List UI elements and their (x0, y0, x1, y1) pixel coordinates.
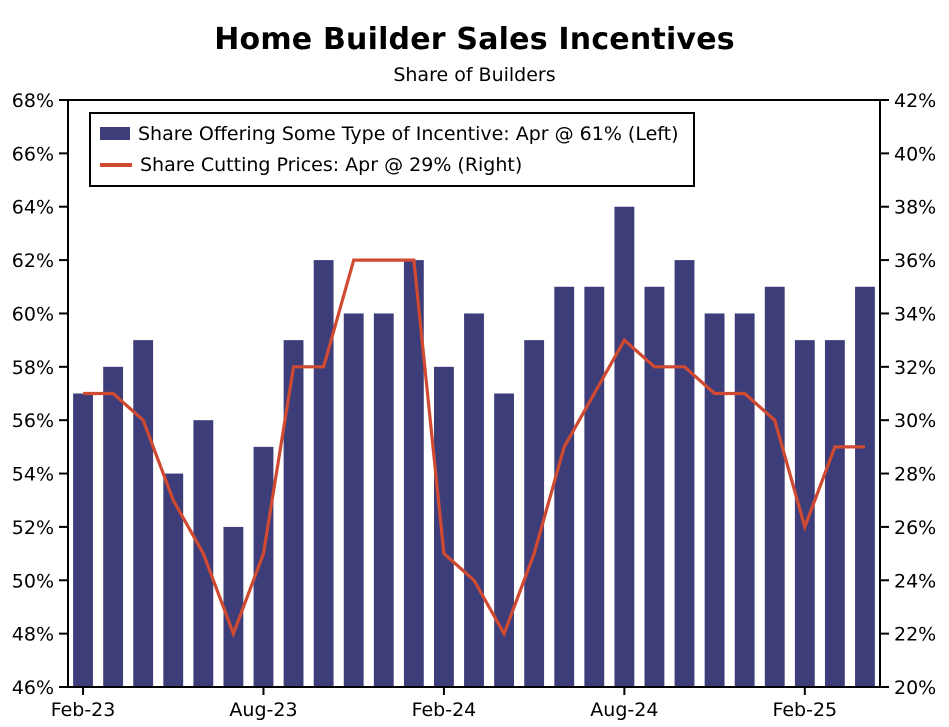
bar-Sep-24 (644, 286, 665, 687)
bar-Jun-24 (554, 286, 575, 687)
left-axis-label: 56% (12, 410, 54, 432)
x-axis-label: Feb-23 (51, 699, 116, 721)
bar-Mar-25 (824, 340, 845, 687)
legend-item-price-cuts: Share Cutting Prices: Apr @ 29% (Right) (100, 150, 679, 179)
bar-Jul-23 (223, 526, 244, 687)
right-axis-label: 42% (894, 90, 936, 112)
left-axis-label: 62% (12, 250, 54, 272)
right-axis-label: 28% (894, 464, 936, 486)
bar-Oct-24 (674, 260, 695, 687)
left-axis-label: 54% (12, 464, 54, 486)
right-axis-label: 40% (894, 143, 936, 165)
right-axis-label: 20% (894, 677, 936, 699)
legend-label-incentives: Share Offering Some Type of Incentive: A… (138, 122, 679, 145)
left-axis-label: 64% (12, 197, 54, 219)
left-axis-label: 52% (12, 517, 54, 539)
incentive-bar-swatch-icon (100, 127, 130, 140)
right-axis-label: 38% (894, 197, 936, 219)
legend-label-price-cuts: Share Cutting Prices: Apr @ 29% (Right) (140, 153, 523, 176)
left-axis-label: 58% (12, 357, 54, 379)
right-axis-label: 26% (894, 517, 936, 539)
bar-Aug-23 (253, 446, 274, 687)
right-axis-label: 22% (894, 624, 936, 646)
bar-Dec-24 (734, 313, 755, 687)
left-axis-label: 50% (12, 570, 54, 592)
price-cut-line-swatch-icon (100, 162, 132, 167)
price-cut-line (83, 258, 865, 639)
bar-Feb-25 (794, 340, 815, 687)
right-axis-label: 30% (894, 410, 936, 432)
left-axis-label: 66% (12, 143, 54, 165)
bar-May-23 (163, 473, 184, 687)
chart-title: Home Builder Sales Incentives (214, 22, 735, 57)
bar-Jan-25 (764, 286, 785, 687)
bar-Apr-23 (133, 340, 154, 687)
bar-Apr-24 (494, 393, 514, 687)
bar-Dec-23 (373, 313, 394, 687)
x-axis-label: Aug-24 (590, 699, 658, 721)
bar-Jan-24 (403, 260, 424, 687)
left-axis-label: 48% (12, 624, 54, 646)
bar-Mar-23 (103, 366, 124, 687)
x-axis-label: Aug-23 (229, 699, 297, 721)
left-axis-label: 68% (12, 90, 54, 112)
legend-item-incentives: Share Offering Some Type of Incentive: A… (100, 119, 679, 148)
bar-Feb-23 (73, 393, 93, 687)
bar-Nov-23 (343, 313, 364, 687)
bar-May-24 (524, 340, 545, 687)
x-axis-label: Feb-25 (772, 699, 837, 721)
right-axis-label: 32% (894, 357, 936, 379)
bar-Feb-24 (434, 366, 454, 687)
plot-border (67, 99, 881, 688)
bar-Oct-23 (313, 260, 334, 687)
bar-Jul-24 (584, 286, 605, 687)
left-axis-label: 60% (12, 303, 54, 325)
left-axis-label: 46% (12, 677, 54, 699)
right-axis-label: 34% (894, 303, 936, 325)
bar-Nov-24 (704, 313, 725, 687)
chart-legend: Share Offering Some Type of Incentive: A… (89, 112, 695, 187)
bar-Apr-25 (855, 286, 875, 687)
bar-Sep-23 (283, 340, 304, 687)
right-axis-label: 24% (894, 570, 936, 592)
bar-Mar-24 (464, 313, 484, 687)
bar-Aug-24 (614, 206, 635, 688)
x-axis-label: Feb-24 (412, 699, 477, 721)
chart-subtitle: Share of Builders (393, 64, 556, 86)
right-axis-label: 36% (894, 250, 936, 272)
